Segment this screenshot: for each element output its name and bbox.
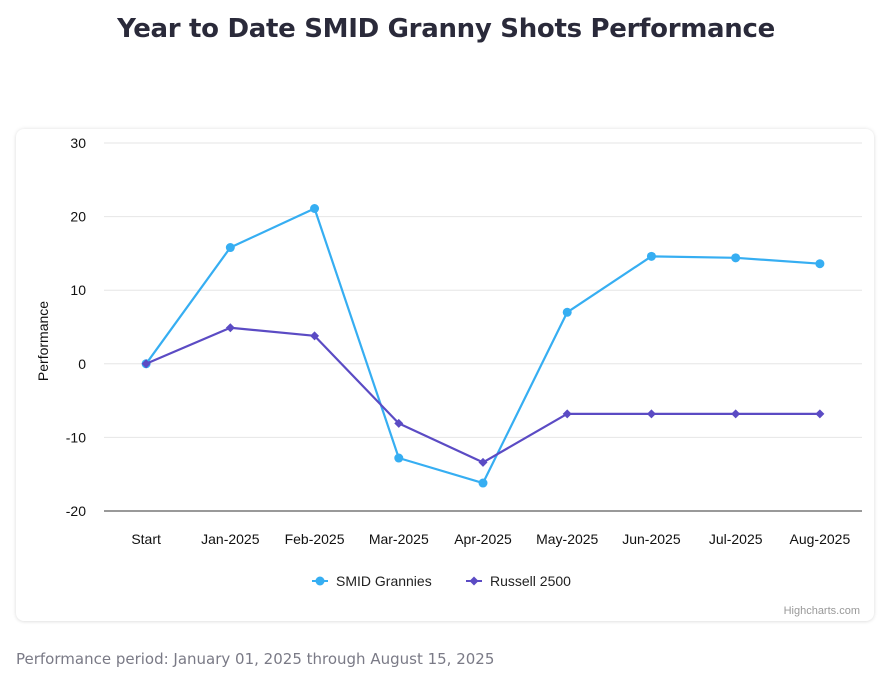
y-tick-label: 0 (78, 356, 86, 372)
data-point-russell-2500[interactable] (225, 323, 235, 333)
series-line-russell-2500[interactable] (145, 326, 820, 464)
x-tick-label: Jun-2025 (622, 531, 681, 547)
y-tick-label: 30 (70, 135, 86, 151)
legend-label-smid-grannies: SMID Grannies (336, 573, 432, 589)
series-line-smid-grannies[interactable] (145, 207, 820, 485)
data-point-smid-grannies[interactable] (815, 259, 825, 269)
x-tick-label: Start (131, 531, 161, 547)
data-point-russell-2500[interactable] (562, 409, 572, 419)
x-tick-label: Mar-2025 (369, 531, 429, 547)
data-point-russell-2500[interactable] (141, 359, 151, 369)
y-axis-title: Performance (35, 301, 51, 381)
legend-label-russell-2500: Russell 2500 (490, 573, 571, 589)
legend-symbol-smid-grannies[interactable] (315, 576, 325, 586)
data-point-smid-grannies[interactable] (731, 253, 741, 263)
x-tick-label: Jan-2025 (201, 531, 260, 547)
performance-period-note: Performance period: January 01, 2025 thr… (16, 650, 495, 668)
data-point-russell-2500[interactable] (815, 409, 825, 419)
y-tick-label: 20 (70, 209, 86, 225)
page-title: Year to Date SMID Granny Shots Performan… (117, 14, 775, 44)
data-point-smid-grannies[interactable] (310, 204, 320, 214)
data-point-russell-2500[interactable] (646, 409, 656, 419)
y-tick-label: 10 (70, 282, 86, 298)
x-tick-label: Apr-2025 (454, 531, 512, 547)
data-point-smid-grannies[interactable] (562, 307, 572, 317)
data-point-smid-grannies[interactable] (225, 243, 235, 253)
data-point-smid-grannies[interactable] (394, 453, 404, 463)
data-point-russell-2500[interactable] (731, 409, 741, 419)
data-point-smid-grannies[interactable] (646, 251, 656, 261)
data-point-russell-2500[interactable] (478, 457, 488, 467)
x-tick-label: May-2025 (536, 531, 598, 547)
x-tick-label: Aug-2025 (790, 531, 851, 547)
y-tick-label: -20 (66, 503, 86, 519)
data-point-smid-grannies[interactable] (478, 478, 488, 488)
legend-item-smid-grannies[interactable]: SMID Grannies (312, 573, 432, 589)
x-tick-label: Feb-2025 (285, 531, 345, 547)
data-point-russell-2500[interactable] (394, 418, 404, 428)
y-tick-label: -10 (66, 429, 86, 445)
chart-container: -20 -10 0 10 20 30 Start Jan-2025 Feb-2025 Mar-20… (16, 129, 874, 621)
x-tick-label: Jul-2025 (709, 531, 763, 547)
highcharts-credits[interactable]: Highcharts.com (783, 605, 860, 617)
data-point-russell-2500[interactable] (310, 331, 320, 341)
legend-item-russell-2500[interactable]: Russell 2500 (466, 573, 571, 589)
legend-symbol-russell-2500[interactable] (469, 576, 479, 586)
line-chart: -20 -10 0 10 20 30 Start Jan-2025 Feb-2025 Mar-20… (35, 135, 862, 589)
